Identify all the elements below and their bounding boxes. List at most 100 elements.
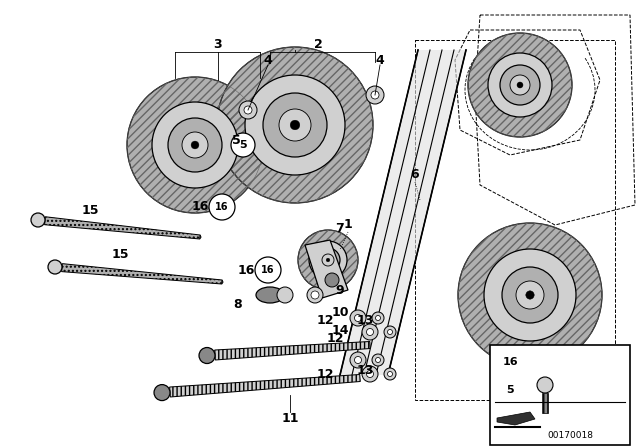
Text: 12: 12	[326, 332, 344, 345]
Circle shape	[517, 82, 523, 88]
Circle shape	[263, 93, 327, 157]
Circle shape	[182, 132, 208, 158]
Text: 2: 2	[314, 39, 323, 52]
Polygon shape	[222, 280, 223, 284]
Circle shape	[535, 350, 555, 370]
Circle shape	[199, 348, 215, 363]
Circle shape	[325, 273, 339, 287]
Circle shape	[309, 241, 347, 279]
Circle shape	[298, 230, 358, 290]
Bar	[490, 345, 630, 445]
Circle shape	[387, 329, 392, 335]
Circle shape	[387, 371, 392, 376]
Circle shape	[290, 120, 300, 130]
Polygon shape	[61, 263, 222, 284]
Circle shape	[255, 257, 281, 283]
Text: 13: 13	[356, 363, 374, 376]
Circle shape	[244, 106, 252, 114]
Circle shape	[384, 326, 396, 338]
Text: 16: 16	[237, 263, 255, 276]
Circle shape	[168, 118, 222, 172]
Circle shape	[355, 357, 362, 363]
Circle shape	[311, 291, 319, 299]
Polygon shape	[497, 412, 535, 425]
Circle shape	[350, 352, 366, 368]
Circle shape	[371, 91, 379, 99]
Circle shape	[326, 258, 330, 262]
Circle shape	[322, 254, 334, 266]
Circle shape	[355, 314, 362, 322]
Circle shape	[307, 287, 323, 303]
Circle shape	[540, 355, 550, 365]
Circle shape	[526, 291, 534, 299]
Circle shape	[484, 249, 576, 341]
Circle shape	[277, 287, 293, 303]
Text: 16: 16	[261, 265, 275, 275]
Text: 11: 11	[281, 412, 299, 425]
Text: 10: 10	[332, 306, 349, 319]
Circle shape	[152, 102, 238, 188]
Circle shape	[510, 75, 530, 95]
Text: 13: 13	[356, 314, 374, 327]
Text: 12: 12	[316, 369, 333, 382]
Circle shape	[48, 260, 62, 274]
Text: 14: 14	[332, 323, 349, 336]
Polygon shape	[45, 217, 200, 239]
Circle shape	[367, 328, 374, 336]
Circle shape	[367, 370, 374, 378]
Text: 5: 5	[232, 134, 241, 146]
Polygon shape	[214, 341, 370, 360]
Circle shape	[279, 109, 311, 141]
Text: 5: 5	[239, 140, 247, 150]
Circle shape	[516, 281, 544, 309]
Circle shape	[31, 213, 45, 227]
Bar	[415, 40, 615, 400]
Text: 15: 15	[111, 249, 129, 262]
Circle shape	[154, 384, 170, 401]
Circle shape	[366, 86, 384, 104]
Circle shape	[376, 358, 381, 362]
Text: 5: 5	[506, 385, 514, 395]
Text: 12: 12	[316, 314, 333, 327]
Polygon shape	[200, 235, 201, 239]
Text: 16: 16	[502, 357, 518, 367]
Text: 3: 3	[214, 39, 222, 52]
Circle shape	[500, 65, 540, 105]
Circle shape	[362, 366, 378, 382]
Circle shape	[316, 248, 340, 272]
Circle shape	[468, 33, 572, 137]
Text: 7: 7	[335, 221, 344, 234]
Text: 9: 9	[336, 284, 344, 297]
Circle shape	[231, 133, 255, 157]
Text: 8: 8	[234, 298, 243, 311]
Text: 6: 6	[411, 168, 419, 181]
Circle shape	[372, 312, 384, 324]
Circle shape	[372, 354, 384, 366]
Polygon shape	[170, 375, 360, 397]
Bar	[542, 393, 548, 413]
Circle shape	[376, 315, 381, 320]
Polygon shape	[305, 240, 348, 298]
Text: 16: 16	[191, 201, 209, 214]
Ellipse shape	[256, 287, 284, 303]
Circle shape	[502, 267, 558, 323]
Circle shape	[350, 310, 366, 326]
Circle shape	[209, 194, 235, 220]
Text: 4: 4	[376, 53, 385, 66]
Text: 16: 16	[215, 202, 228, 212]
Text: 00170018: 00170018	[547, 431, 593, 439]
Circle shape	[537, 377, 553, 393]
Text: 4: 4	[264, 53, 273, 66]
Text: 15: 15	[81, 203, 99, 216]
Circle shape	[384, 368, 396, 380]
Text: 1: 1	[344, 219, 353, 232]
Circle shape	[191, 141, 199, 149]
Circle shape	[488, 53, 552, 117]
Circle shape	[362, 324, 378, 340]
Polygon shape	[340, 50, 466, 375]
Circle shape	[127, 77, 263, 213]
Circle shape	[245, 75, 345, 175]
Circle shape	[458, 223, 602, 367]
Circle shape	[239, 101, 257, 119]
Circle shape	[217, 47, 373, 203]
